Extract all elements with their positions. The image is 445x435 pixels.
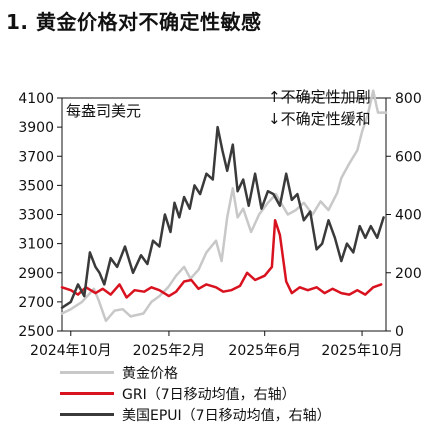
series-line-epui: [60, 125, 385, 309]
right-axis-tick-label: 600: [395, 149, 422, 165]
legend: 黄金价格 GRI（7日移动均值，右轴） 美国EPUI（7日移动均值，右轴）: [60, 362, 331, 425]
left-axis-tick-label: 3900: [18, 120, 54, 136]
left-axis-tick-label: 3700: [18, 149, 54, 165]
legend-item-epui: 美国EPUI（7日移动均值，右轴）: [60, 404, 331, 425]
right-axis-tick-label: 200: [395, 266, 422, 282]
left-axis-tick-label: 2700: [18, 295, 54, 311]
series-line-gold-price: [60, 89, 388, 323]
legend-item-gold: 黄金价格: [60, 362, 331, 383]
x-axis-tick-label: 2025年10月: [321, 343, 402, 359]
left-axis-tick-label: 2900: [18, 266, 54, 282]
right-axis-tick-label: 0: [395, 324, 404, 340]
plot-frame: [61, 97, 387, 332]
left-axis-tick-label: 3300: [18, 208, 54, 224]
series-line-gri: [60, 219, 383, 299]
left-axis-tick-label: 4100: [18, 91, 54, 107]
legend-swatch-gri: [60, 392, 114, 395]
annotation-uncertainty-down: ↓不确定性缓和: [268, 110, 371, 128]
x-axis-tick-label: 2025年2月: [133, 343, 206, 359]
legend-swatch-epui: [60, 413, 114, 416]
annotation-uncertainty-up: ↑不确定性加剧: [268, 88, 371, 106]
x-axis-tick-label: 2024年10月: [30, 343, 111, 359]
chart-title: 1. 黄金价格对不确定性敏感: [6, 10, 262, 34]
left-axis-tick-label: 2500: [18, 324, 54, 340]
x-axis-tick-label: 2025年6月: [228, 343, 301, 359]
left-axis-unit: 每盎司美元: [66, 102, 141, 120]
legend-swatch-gold: [60, 371, 114, 374]
series-lines: [60, 89, 388, 323]
legend-label-gri: GRI（7日移动均值，右轴）: [122, 386, 296, 403]
left-axis-tick-label: 3500: [18, 178, 54, 194]
right-axis-tick-label: 800: [395, 91, 422, 107]
legend-item-gri: GRI（7日移动均值，右轴）: [60, 383, 331, 404]
legend-label-epui: 美国EPUI（7日移动均值，右轴）: [122, 407, 331, 424]
left-axis-tick-label: 3100: [18, 237, 54, 253]
right-axis-tick-label: 400: [395, 208, 422, 224]
legend-label-gold: 黄金价格: [122, 365, 178, 382]
axes: 2500 2700 2900 3100 3300 3500 3700 3900 4100 0 200…: [18, 91, 421, 359]
